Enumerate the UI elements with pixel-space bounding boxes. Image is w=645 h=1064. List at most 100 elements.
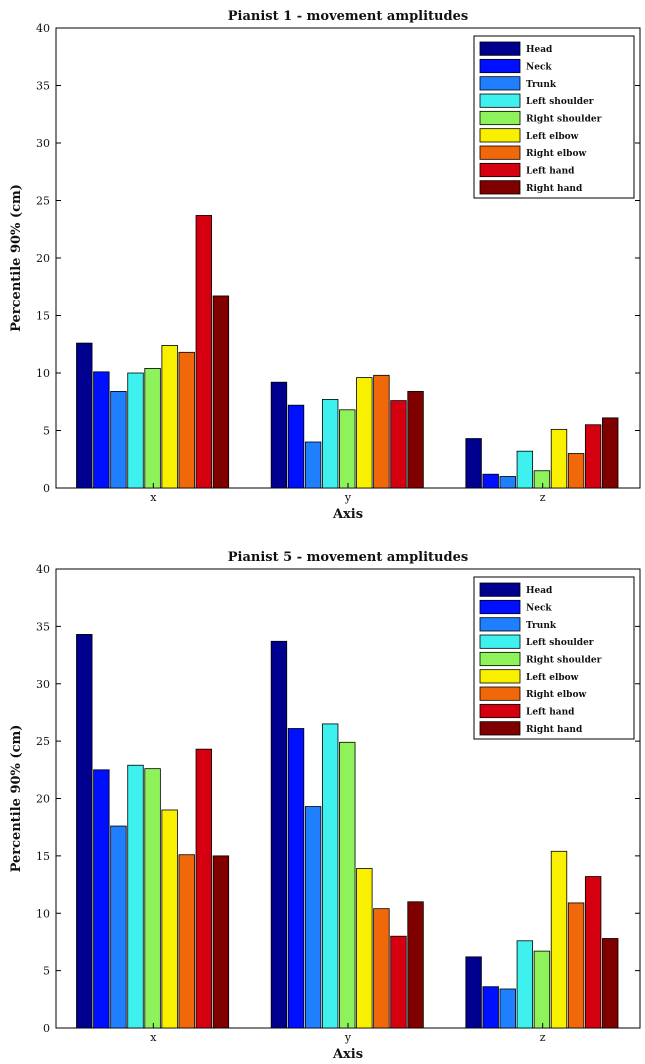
- bar-left-elbow-z: [550, 850, 568, 1029]
- bar-head-x: [76, 634, 93, 1029]
- bar-trunk-z: [499, 988, 516, 1029]
- bar-trunk-y: [304, 806, 322, 1029]
- y-tick-label: 25: [36, 735, 50, 748]
- y-axis-label: Percentile 90% (cm): [9, 184, 24, 332]
- x-tick-label: x: [150, 491, 157, 504]
- bar-right-shoulder-y: [339, 741, 356, 1029]
- legend-swatch: [479, 58, 521, 74]
- y-tick-label: 15: [36, 850, 50, 863]
- y-tick-label: 35: [36, 80, 50, 93]
- legend: Head Neck Trunk Left shoulder Right shoulder…: [473, 35, 635, 199]
- bar-left-hand-z: [584, 876, 602, 1029]
- bar-head-x: [76, 342, 93, 489]
- legend-swatch: [479, 651, 521, 667]
- legend-label: Trunk: [526, 80, 557, 90]
- legend-label: Neck: [526, 63, 552, 73]
- legend-swatch: [479, 93, 521, 108]
- bar-left-hand-x: [195, 215, 212, 489]
- bar-head-y: [270, 640, 288, 1029]
- legend-swatch: [479, 162, 521, 178]
- bar-left-elbow-x: [161, 809, 178, 1029]
- legend-label: Left shoulder: [526, 638, 594, 648]
- y-tick-label: 30: [36, 678, 50, 691]
- y-tick-label: 25: [36, 195, 50, 208]
- bar-left-elbow-x: [161, 344, 178, 489]
- legend-label: Right shoulder: [526, 656, 602, 666]
- chart-title: Pianist 1 - movement amplitudes: [228, 9, 468, 24]
- chart-2: Pianist 5 - movement amplitudes 0 5 10 15 20 2…: [9, 550, 641, 1062]
- bar-left-hand-y: [390, 935, 407, 1029]
- legend-swatch: [479, 686, 521, 701]
- y-tick-label: 40: [36, 22, 50, 35]
- legend-swatch: [479, 721, 521, 736]
- y-axis-label: Percentile 90% (cm): [9, 725, 24, 873]
- legend-label: Neck: [526, 604, 552, 614]
- y-tick-label: 0: [43, 482, 50, 495]
- chart-1: Pianist 1 - movement amplitudes 0 5 10 15 20 2…: [9, 9, 641, 522]
- legend-label: Right hand: [526, 725, 583, 735]
- legend-label: Right hand: [526, 184, 583, 194]
- y-tick-label: 30: [36, 137, 50, 150]
- legend-label: Left hand: [526, 167, 575, 177]
- bar-left-shoulder-x: [127, 372, 144, 489]
- bar-left-shoulder-y: [321, 399, 339, 489]
- x-tick-label: x: [150, 1031, 157, 1044]
- x-tick-label: y: [344, 491, 352, 504]
- legend: Head Neck Trunk Left shoulder Right shoulder…: [473, 576, 635, 740]
- legend-label: Left elbow: [526, 132, 579, 142]
- legend-label: Head: [526, 45, 553, 55]
- legend-label: Trunk: [526, 621, 557, 631]
- bar-right-elbow-x: [178, 854, 195, 1029]
- legend-swatch: [479, 110, 521, 126]
- bar-neck-z: [482, 986, 499, 1029]
- y-tick-label: 0: [43, 1022, 50, 1035]
- bar-right-hand-z: [602, 417, 619, 489]
- x-tick-label: z: [540, 1031, 546, 1044]
- legend-swatch: [479, 617, 521, 632]
- y-tick-label: 5: [43, 425, 50, 438]
- bar-left-hand-y: [390, 400, 407, 489]
- bar-neck-x: [93, 371, 110, 489]
- bar-trunk-y: [304, 441, 322, 489]
- bar-right-hand-x: [212, 855, 230, 1029]
- legend-swatch: [479, 76, 521, 91]
- y-tick-label: 20: [36, 252, 50, 265]
- bar-right-hand-x: [212, 295, 230, 489]
- bar-left-shoulder-y: [321, 723, 339, 1029]
- bar-left-elbow-y: [356, 868, 373, 1029]
- x-axis-label: Axis: [332, 507, 363, 522]
- bar-trunk-x: [110, 825, 127, 1029]
- bar-right-shoulder-y: [339, 409, 356, 489]
- legend-label: Left elbow: [526, 673, 579, 683]
- y-tick-label: 20: [36, 793, 50, 806]
- legend-label: Right elbow: [526, 149, 586, 159]
- y-tick-label: 35: [36, 620, 50, 633]
- bar-right-hand-y: [407, 901, 424, 1029]
- y-tick-label: 15: [36, 310, 50, 323]
- bar-right-hand-y: [407, 390, 424, 489]
- legend-label: Right elbow: [526, 690, 586, 700]
- y-tick-label: 5: [43, 965, 50, 978]
- bar-head-z: [465, 438, 482, 489]
- legend-label: Left hand: [526, 708, 575, 718]
- bar-right-shoulder-z: [533, 950, 551, 1029]
- legend-swatch: [479, 582, 521, 597]
- bar-right-elbow-y: [373, 374, 390, 489]
- bar-left-elbow-y: [356, 377, 373, 489]
- chart-title: Pianist 5 - movement amplitudes: [228, 550, 468, 565]
- legend-swatch: [479, 703, 521, 719]
- bar-right-hand-z: [602, 938, 619, 1029]
- x-axis-label: Axis: [332, 1047, 363, 1062]
- legend-label: Left shoulder: [526, 97, 594, 107]
- y-tick-label: 40: [36, 563, 50, 576]
- legend-swatch: [479, 128, 521, 143]
- y-tick-label: 10: [36, 367, 50, 380]
- bar-right-shoulder-z: [533, 470, 551, 489]
- legend-swatch: [479, 634, 521, 649]
- legend-label: Right shoulder: [526, 115, 602, 125]
- bar-trunk-z: [499, 476, 516, 489]
- legend-label: Head: [526, 586, 553, 596]
- bar-left-shoulder-z: [516, 450, 534, 489]
- bar-neck-x: [93, 769, 110, 1029]
